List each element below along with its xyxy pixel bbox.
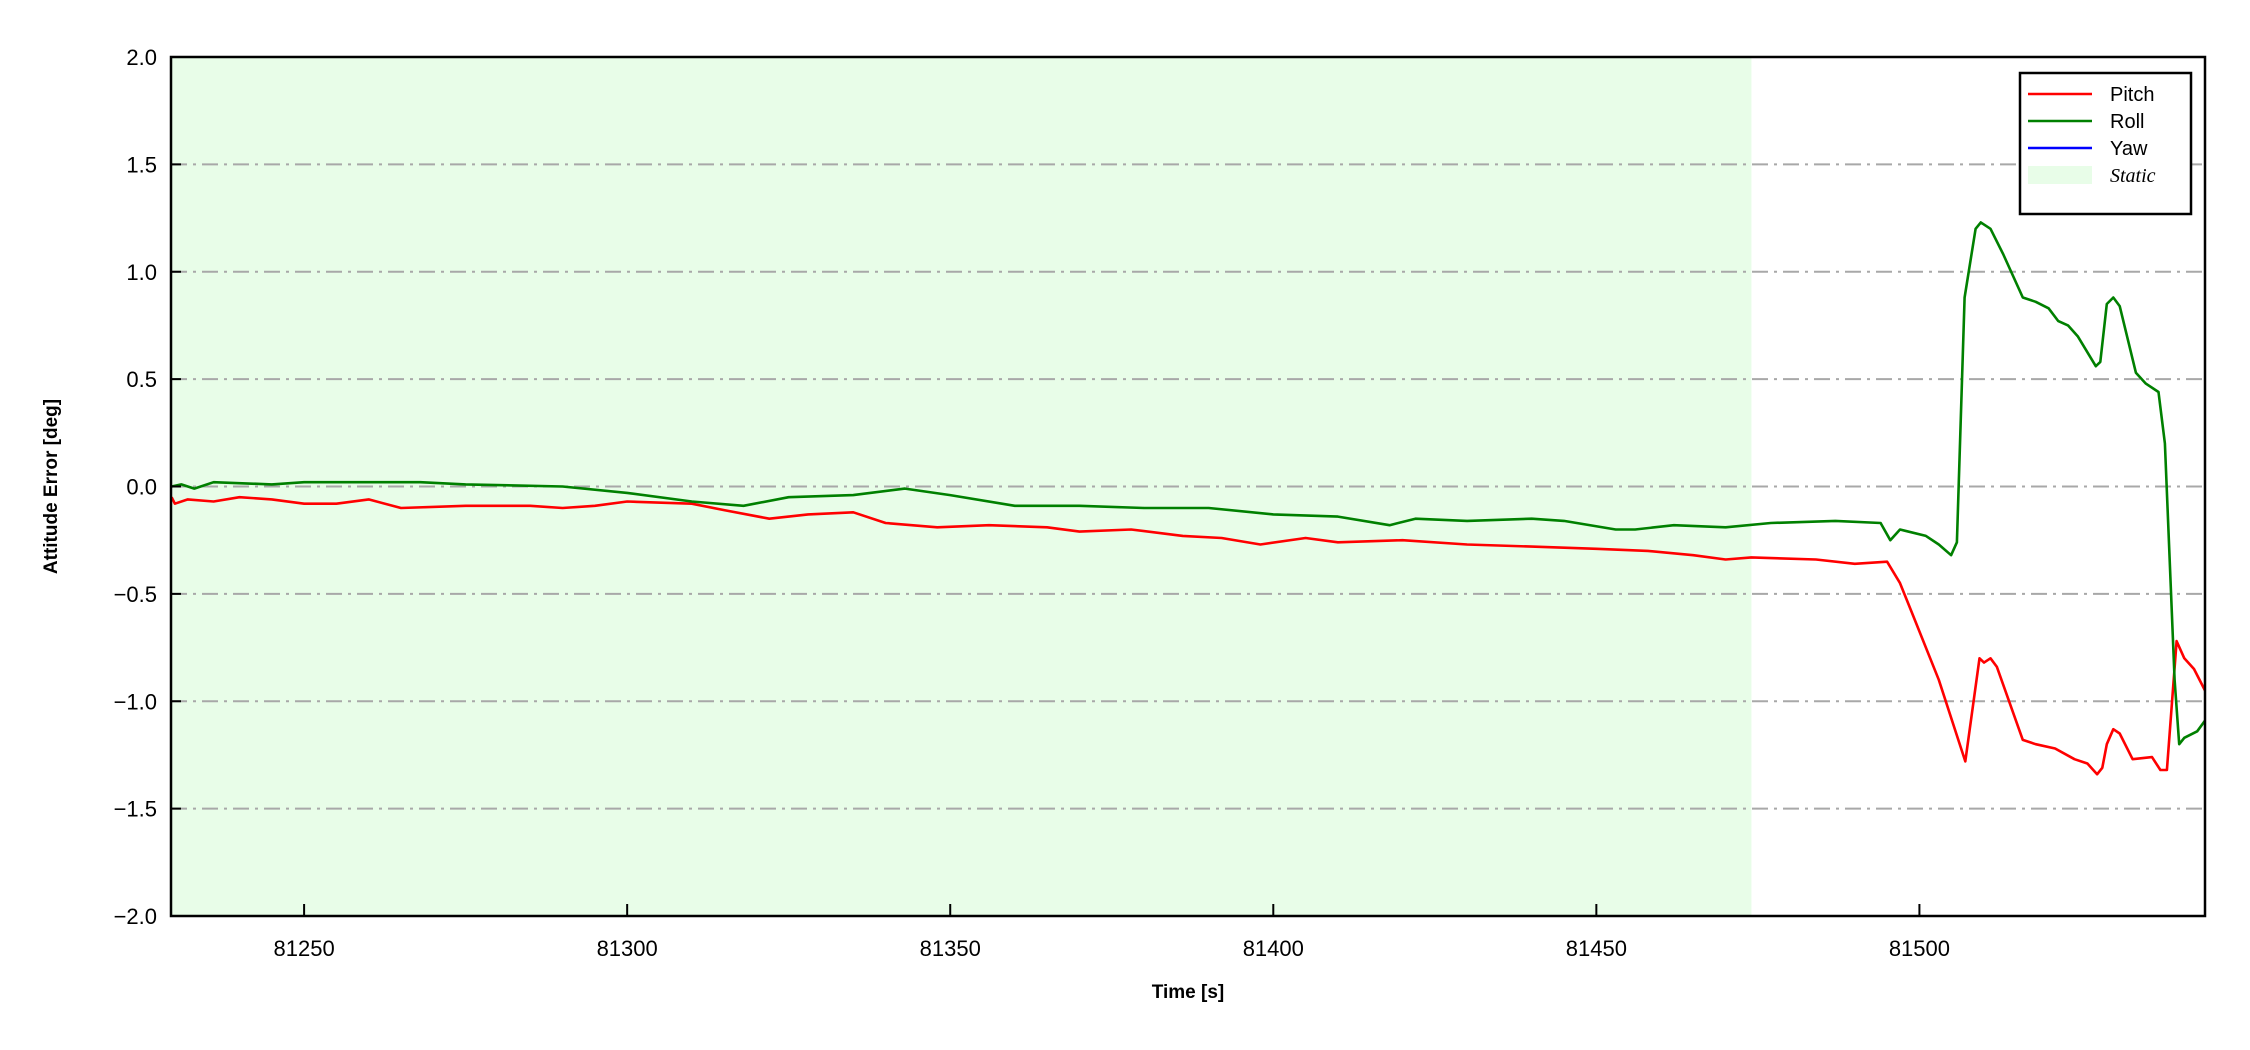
series-line-roll <box>171 221 2207 746</box>
y-tick-label: 0.0 <box>126 475 157 500</box>
series-lines <box>170 221 2207 776</box>
x-tick-label: 81400 <box>1243 936 1304 961</box>
y-axis-label: Attitude Error [deg] <box>41 399 62 574</box>
x-axis-label: Time [s] <box>1152 982 1225 1003</box>
grid-lines <box>171 163 2205 810</box>
legend: Pitch Roll Yaw Static <box>2018 71 2193 216</box>
legend-label-roll: Roll <box>2110 111 2144 133</box>
y-tick-label: 0.5 <box>126 367 157 392</box>
x-tick-label: 81350 <box>920 936 981 961</box>
x-tick-label: 81450 <box>1566 936 1627 961</box>
y-tick-label: 1.0 <box>126 260 157 285</box>
x-tick-label: 81500 <box>1889 936 1950 961</box>
legend-label-pitch: Pitch <box>2110 84 2154 106</box>
legend-label-static: Static <box>2110 165 2156 187</box>
y-tick-label: 2.0 <box>126 45 157 70</box>
legend-label-yaw: Yaw <box>2110 138 2148 160</box>
y-tick-label: −1.5 <box>114 797 157 822</box>
y-tick-label: −1.0 <box>114 689 157 714</box>
legend-box <box>2018 71 2193 216</box>
x-tick-label: 81300 <box>597 936 658 961</box>
y-tick-label: −2.0 <box>114 904 157 929</box>
ticks: −2.0 −1.5 −1.0 −0.5 0.0 0.5 1.0 1.5 2.0 81250 8130… <box>114 45 1950 961</box>
legend-swatch-static <box>2028 166 2092 184</box>
x-tick-label: 81250 <box>274 936 335 961</box>
y-tick-label: 1.5 <box>126 152 157 177</box>
series-line-pitch <box>170 495 2207 776</box>
y-tick-label: −0.5 <box>114 582 157 607</box>
